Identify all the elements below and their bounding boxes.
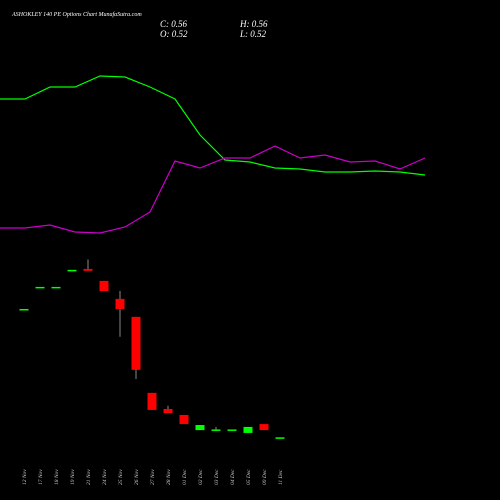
x-tick-label: 09 Dec [262, 469, 268, 485]
x-tick-label: 17 Nov [38, 469, 44, 485]
x-tick-label: 19 Nov [70, 469, 76, 485]
close-label: C: 0.56 [160, 19, 188, 29]
high-label: H: 0.56 [239, 19, 268, 29]
candle-body [51, 286, 61, 289]
candle-body [19, 308, 29, 311]
candle-body [99, 280, 109, 291]
indicator-line [0, 75, 426, 176]
low-label: L: 0.52 [239, 29, 267, 39]
x-tick-label: 04 Dec [229, 469, 236, 485]
candle-body [131, 316, 141, 370]
x-tick-label: 18 Nov [54, 469, 60, 485]
x-tick-label: 27 Nov [150, 469, 156, 485]
candle-body [115, 298, 125, 309]
x-tick-label: 11 Dec [278, 469, 284, 485]
x-tick-label: 01 Dec [182, 469, 188, 485]
candle-body [147, 392, 157, 410]
candle-body [163, 408, 173, 414]
chart-title: ASHOKLEY 140 PE Options Chart MunafaSutr… [11, 11, 142, 18]
x-tick-label: 25 Nov [118, 469, 124, 485]
x-tick-label: 03 Dec [214, 469, 220, 485]
candle-body [211, 429, 221, 431]
candle-body [227, 429, 237, 431]
candle-body [179, 414, 189, 425]
candle-body [243, 426, 253, 433]
x-tick-label: 02 Dec [198, 469, 204, 485]
x-tick-label: 12 Nov [22, 469, 28, 485]
x-tick-label: 28 Nov [166, 469, 172, 485]
x-tick-label: 24 Nov [101, 469, 108, 485]
x-tick-label: 05 Dec [246, 469, 252, 485]
candle-body [35, 286, 45, 289]
indicator-line [0, 145, 426, 234]
open-label: O: 0.52 [160, 29, 188, 39]
x-tick-label: 21 Nov [86, 469, 92, 485]
candle-body [83, 268, 93, 271]
candle-body [67, 269, 77, 272]
candle-body [275, 437, 285, 439]
x-tick-label: 26 Nov [134, 469, 140, 485]
candle-body [259, 424, 269, 431]
candle-body [195, 425, 205, 431]
